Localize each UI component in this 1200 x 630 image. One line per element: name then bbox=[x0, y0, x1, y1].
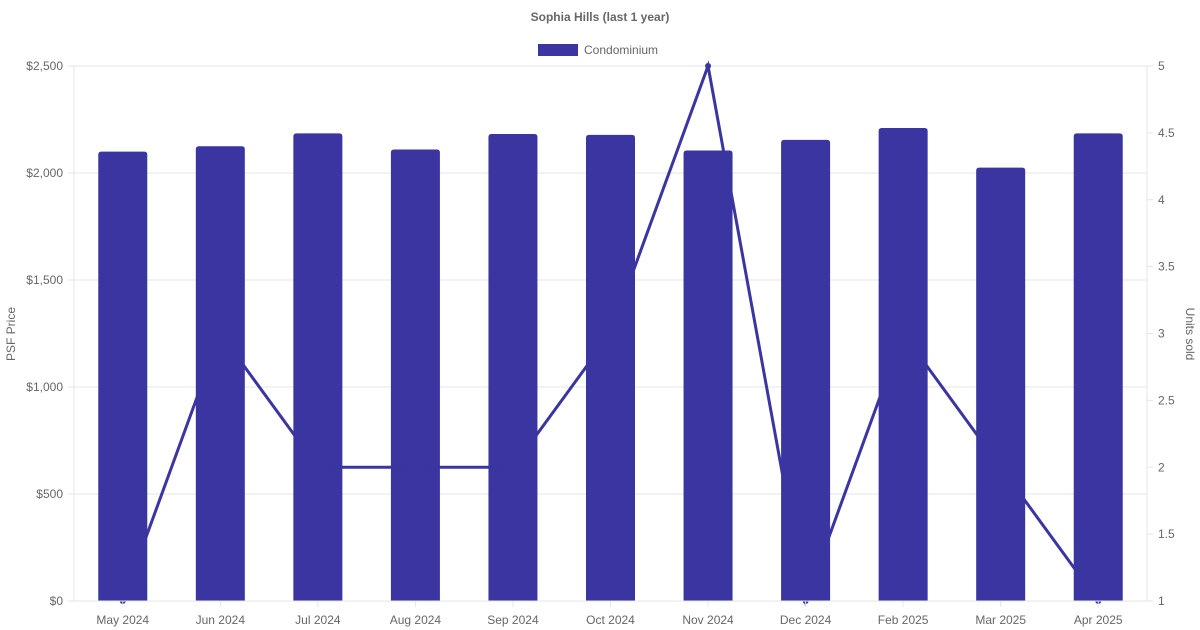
line-point bbox=[900, 330, 907, 337]
x-tick-label: Oct 2024 bbox=[586, 613, 635, 627]
line-point bbox=[705, 63, 712, 69]
y-tick-label: $500 bbox=[36, 487, 63, 501]
bar bbox=[586, 134, 635, 601]
y2-tick-label: 2 bbox=[1158, 460, 1165, 474]
y2-tick-label: 3.5 bbox=[1158, 260, 1175, 274]
bar bbox=[976, 167, 1026, 601]
bar bbox=[683, 150, 733, 601]
x-tick-label: May 2024 bbox=[96, 613, 149, 627]
right-axis-label: Units sold bbox=[1183, 308, 1197, 361]
left-axis-label: PSF Price bbox=[4, 307, 18, 361]
y-tick-label: $2,000 bbox=[26, 166, 63, 180]
y2-tick-label: 4.5 bbox=[1158, 126, 1175, 140]
bar bbox=[293, 133, 343, 601]
y-tick-label: $1,500 bbox=[26, 273, 63, 287]
y2-tick-label: 3 bbox=[1158, 327, 1165, 341]
bar bbox=[1073, 133, 1123, 601]
x-tick-label: Sep 2024 bbox=[487, 613, 539, 627]
y2-tick-label: 4 bbox=[1158, 193, 1165, 207]
bar bbox=[195, 146, 245, 601]
bar bbox=[390, 149, 440, 601]
x-tick-label: Mar 2025 bbox=[975, 613, 1026, 627]
bar bbox=[781, 139, 831, 601]
line-point bbox=[412, 464, 419, 471]
y2-tick-label: 1.5 bbox=[1158, 527, 1175, 541]
x-tick-label: Jul 2024 bbox=[295, 613, 341, 627]
x-axis-ticks: May 2024 Jun 2024 Jul 2024 Aug 2024 Sep 2024… bbox=[74, 600, 1147, 627]
left-axis-ticks: $0 $500 $1,000 $1,500 $2,000 $2,500 bbox=[26, 59, 63, 608]
legend-label-condominium: Condominium bbox=[584, 43, 658, 57]
chart-title: Sophia Hills (last 1 year) bbox=[531, 10, 670, 24]
line-point bbox=[509, 464, 516, 471]
bar bbox=[98, 151, 148, 601]
line-series-units-sold bbox=[119, 60, 1102, 607]
x-tick-label: Nov 2024 bbox=[682, 613, 734, 627]
bar bbox=[878, 128, 928, 601]
x-tick-label: Dec 2024 bbox=[780, 613, 832, 627]
line-point bbox=[217, 330, 224, 337]
y-tick-label: $1,000 bbox=[26, 380, 63, 394]
line-point bbox=[607, 330, 614, 337]
legend-swatch-condominium bbox=[538, 44, 578, 56]
x-tick-label: Apr 2025 bbox=[1074, 613, 1123, 627]
right-axis-ticks: 1 1.5 2 2.5 3 3.5 4 4.5 5 bbox=[1147, 59, 1175, 608]
y2-tick-label: 2.5 bbox=[1158, 393, 1175, 407]
x-tick-label: Feb 2025 bbox=[878, 613, 929, 627]
line-point bbox=[997, 464, 1004, 471]
y2-tick-label: 5 bbox=[1158, 59, 1165, 73]
y2-tick-label: 1 bbox=[1158, 594, 1165, 608]
y-tick-label: $2,500 bbox=[26, 59, 63, 73]
x-tick-label: Jun 2024 bbox=[196, 613, 246, 627]
bar bbox=[488, 134, 538, 601]
x-tick-label: Aug 2024 bbox=[390, 613, 442, 627]
line-point bbox=[314, 464, 321, 471]
legend[interactable]: Condominium bbox=[538, 43, 658, 57]
bar-series-condominium bbox=[98, 128, 1123, 601]
y-tick-label: $0 bbox=[50, 594, 64, 608]
